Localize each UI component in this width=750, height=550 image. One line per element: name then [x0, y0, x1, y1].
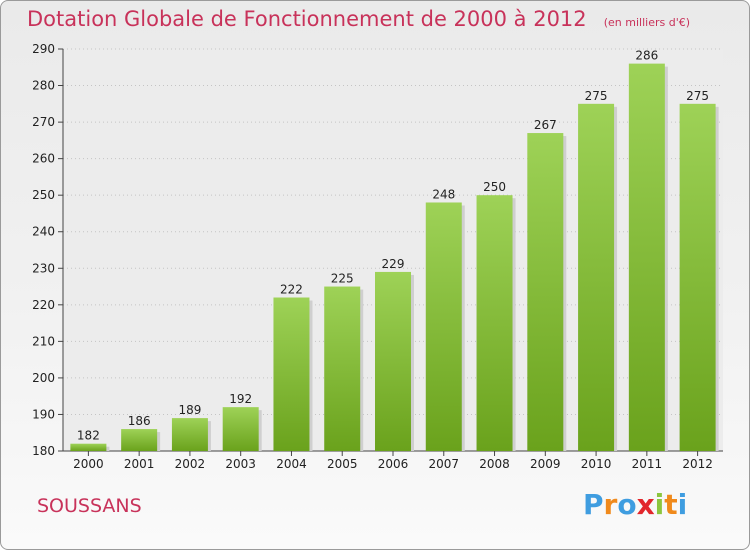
y-tick-label: 270 — [32, 115, 55, 129]
x-tick-label: 2008 — [479, 457, 510, 471]
logo-letter: x — [636, 488, 655, 521]
logo-letter: t — [664, 488, 678, 521]
bar — [171, 418, 208, 451]
bar — [425, 202, 462, 451]
y-tick-label: 190 — [32, 407, 55, 421]
logo-letter: r — [603, 488, 618, 521]
y-tick-label: 280 — [32, 79, 55, 93]
x-tick-label: 2012 — [682, 457, 713, 471]
x-tick-label: 2000 — [73, 457, 104, 471]
bar — [222, 407, 259, 451]
bar-value-label: 189 — [178, 403, 201, 417]
y-tick-label: 250 — [32, 188, 55, 202]
bar-value-label: 250 — [483, 180, 506, 194]
bar-value-label: 248 — [432, 187, 455, 201]
bar — [121, 429, 158, 451]
bar-value-label: 222 — [280, 283, 303, 297]
logo-letter: i — [677, 488, 688, 521]
x-tick-label: 2001 — [124, 457, 155, 471]
y-tick-label: 200 — [32, 371, 55, 385]
y-tick-label: 260 — [32, 152, 55, 166]
x-tick-label: 2010 — [581, 457, 612, 471]
x-tick-label: 2002 — [175, 457, 206, 471]
chart-title: Dotation Globale de Fonctionnement de 20… — [27, 7, 690, 31]
x-tick-label: 2004 — [276, 457, 307, 471]
bar-value-label: 267 — [534, 118, 557, 132]
x-tick-label: 2011 — [632, 457, 663, 471]
bar — [70, 443, 107, 451]
logo-letter: i — [654, 488, 665, 521]
bar-value-label: 192 — [229, 392, 252, 406]
bar — [324, 286, 361, 451]
bar-value-label: 286 — [635, 49, 658, 63]
bar — [476, 195, 513, 451]
bar-value-label: 186 — [128, 414, 151, 428]
y-tick-label: 230 — [32, 261, 55, 275]
bar-value-label: 275 — [686, 89, 709, 103]
y-tick-label: 240 — [32, 225, 55, 239]
bar — [375, 271, 411, 451]
x-tick-label: 2003 — [225, 457, 256, 471]
place-name: SOUSSANS — [37, 495, 142, 517]
bar — [273, 297, 310, 451]
y-tick-label: 290 — [32, 42, 55, 56]
x-tick-label: 2006 — [378, 457, 409, 471]
x-tick-label: 2007 — [428, 457, 459, 471]
unit-text: (en milliers d'€) — [603, 16, 691, 29]
bar-value-label: 182 — [77, 429, 100, 443]
x-tick-label: 2009 — [530, 457, 561, 471]
proxiti-logo: Proxiti — [583, 488, 687, 521]
bar-value-label: 229 — [382, 257, 405, 271]
y-tick-label: 220 — [32, 298, 55, 312]
y-tick-label: 210 — [32, 334, 55, 348]
logo-letter: o — [617, 488, 637, 521]
title-text: Dotation Globale de Fonctionnement de 20… — [27, 7, 587, 31]
bar — [628, 63, 665, 451]
bar-value-label: 225 — [331, 272, 354, 286]
x-tick-label: 2005 — [327, 457, 358, 471]
bar — [527, 133, 564, 451]
bar-value-label: 275 — [585, 89, 608, 103]
bar — [679, 103, 716, 452]
logo-letter: P — [583, 488, 604, 521]
y-tick-label: 180 — [32, 444, 55, 458]
bar — [578, 103, 615, 452]
